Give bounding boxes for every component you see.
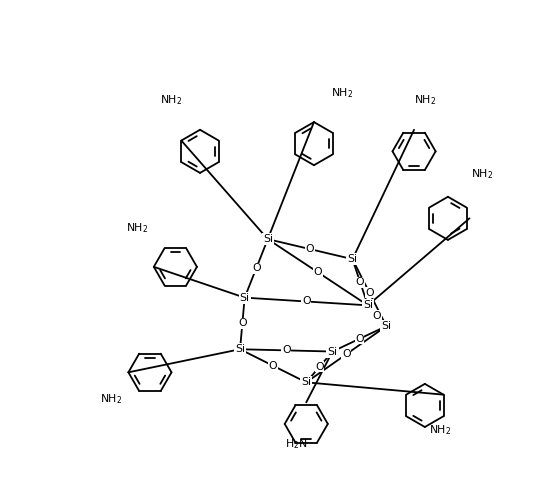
Text: O: O bbox=[306, 244, 314, 254]
Text: NH$_2$: NH$_2$ bbox=[160, 94, 182, 107]
Text: O: O bbox=[313, 267, 322, 277]
Text: NH$_2$: NH$_2$ bbox=[429, 423, 451, 437]
Text: NH$_2$: NH$_2$ bbox=[471, 167, 493, 181]
Text: H$_2$N: H$_2$N bbox=[285, 437, 307, 451]
Text: O: O bbox=[355, 334, 364, 344]
Text: NH$_2$: NH$_2$ bbox=[414, 94, 436, 107]
Text: O: O bbox=[342, 349, 351, 359]
Text: Si: Si bbox=[382, 321, 391, 331]
Text: O: O bbox=[269, 361, 278, 371]
Text: NH$_2$: NH$_2$ bbox=[100, 393, 122, 406]
Text: Si: Si bbox=[263, 234, 273, 244]
Text: O: O bbox=[252, 264, 261, 273]
Text: O: O bbox=[238, 319, 247, 329]
Text: O: O bbox=[365, 288, 374, 298]
Text: NH$_2$: NH$_2$ bbox=[126, 221, 148, 235]
Text: O: O bbox=[356, 277, 364, 287]
Text: Si: Si bbox=[327, 347, 338, 356]
Text: Si: Si bbox=[363, 300, 373, 310]
Text: NH$_2$: NH$_2$ bbox=[332, 86, 353, 100]
Text: Si: Si bbox=[235, 344, 245, 354]
Text: O: O bbox=[373, 311, 382, 321]
Text: O: O bbox=[315, 362, 324, 372]
Text: Si: Si bbox=[347, 254, 358, 264]
Text: O: O bbox=[302, 296, 311, 306]
Text: Si: Si bbox=[301, 377, 311, 388]
Text: O: O bbox=[282, 345, 291, 355]
Text: Si: Si bbox=[240, 293, 250, 302]
